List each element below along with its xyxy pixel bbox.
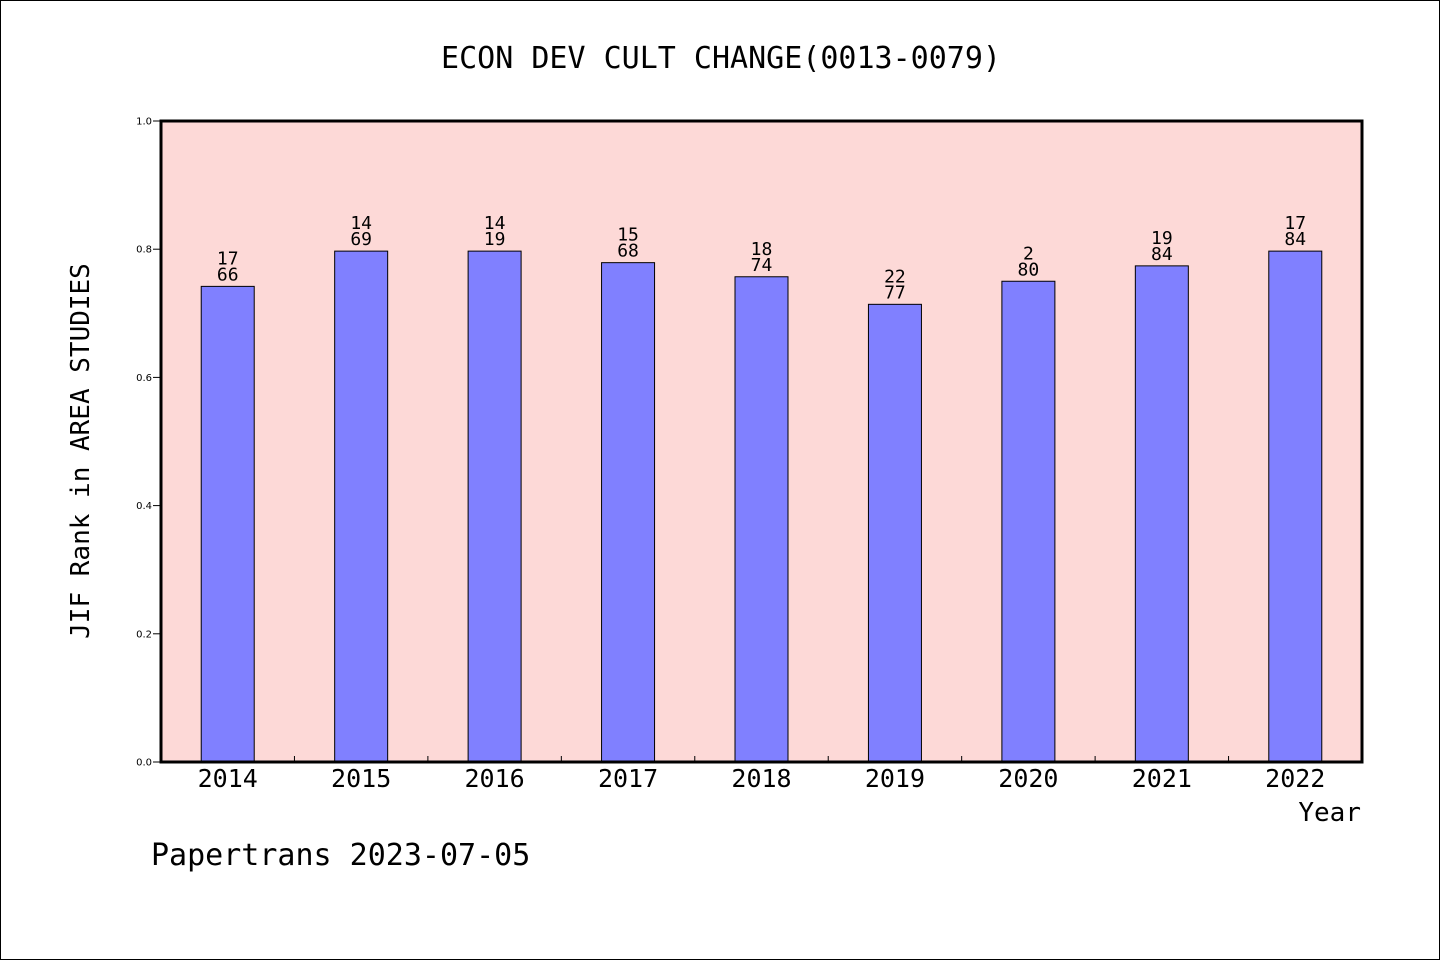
x-tick-labels: 2014 2015 2016 2017 2018 2019 2020 2021 2022	[198, 764, 1326, 793]
bar-label-2021-total: 84	[1151, 244, 1173, 265]
bar-2021	[1134, 265, 1189, 763]
bars	[200, 250, 1323, 763]
bar-label-2015-rank: 14	[350, 213, 372, 234]
x-tick-label-2020: 2020	[998, 764, 1058, 793]
y-tick-label: 0.0	[136, 758, 152, 769]
y-tick-label: 0.6	[136, 373, 152, 384]
chart-title: ECON DEV CULT CHANGE(0013-0079)	[441, 41, 1001, 76]
bar-label-2017-total: 68	[617, 241, 639, 262]
bar-label-2022-rank: 17	[1284, 213, 1306, 234]
x-tick-label-2015: 2015	[331, 764, 391, 793]
bar-label-2016-total: 19	[484, 229, 506, 250]
x-tick-label-2022: 2022	[1265, 764, 1325, 793]
y-tick-label: 1.0	[136, 117, 152, 128]
x-tick-label-2017: 2017	[598, 764, 658, 793]
bar-label-2019-total: 77	[884, 282, 906, 303]
bar-label-2020-rank: 2	[1023, 243, 1034, 264]
footer-credit: Papertrans 2023-07-05	[151, 838, 530, 873]
y-tick-label: 0.2	[136, 629, 152, 640]
bar-label-2022-total: 84	[1284, 229, 1306, 250]
x-tick-label-2014: 2014	[198, 764, 258, 793]
plot-border	[159, 119, 1364, 764]
bar-2020	[1001, 280, 1056, 763]
bar-label-2014-total: 66	[217, 264, 239, 285]
y-axis-ticks: 0.0 0.2 0.4 0.6 0.8 1.0	[136, 117, 161, 769]
x-tick-label-2019: 2019	[865, 764, 925, 793]
bar-2016	[467, 250, 522, 763]
bar-label-2021-rank: 19	[1151, 228, 1173, 249]
bar-label-2020-total: 80	[1018, 259, 1040, 280]
x-tick-label-2021: 2021	[1132, 764, 1192, 793]
bar-label-2016-rank: 14	[484, 213, 506, 234]
bar-2015	[334, 250, 389, 763]
x-tick-label-2016: 2016	[465, 764, 525, 793]
bar-2017	[601, 262, 656, 763]
bar-2022	[1268, 250, 1323, 763]
x-axis-label: Year	[1298, 798, 1361, 828]
bar-label-2018-rank: 18	[751, 239, 773, 260]
bar-2018	[734, 276, 789, 763]
x-tick-label-2018: 2018	[731, 764, 791, 793]
bar-label-2014-rank: 17	[217, 248, 239, 269]
bar-label-2018-total: 74	[751, 255, 773, 276]
bar-2019	[867, 303, 922, 763]
y-tick-label: 0.4	[136, 501, 152, 512]
bar-label-2015-total: 69	[350, 229, 372, 250]
y-tick-label: 0.8	[136, 245, 152, 256]
bar-2014	[200, 285, 255, 763]
bar-label-2019-rank: 22	[884, 266, 906, 287]
bar-label-2017-rank: 15	[617, 225, 639, 246]
y-axis-label: JIF Rank in AREA STUDIES	[66, 263, 96, 639]
